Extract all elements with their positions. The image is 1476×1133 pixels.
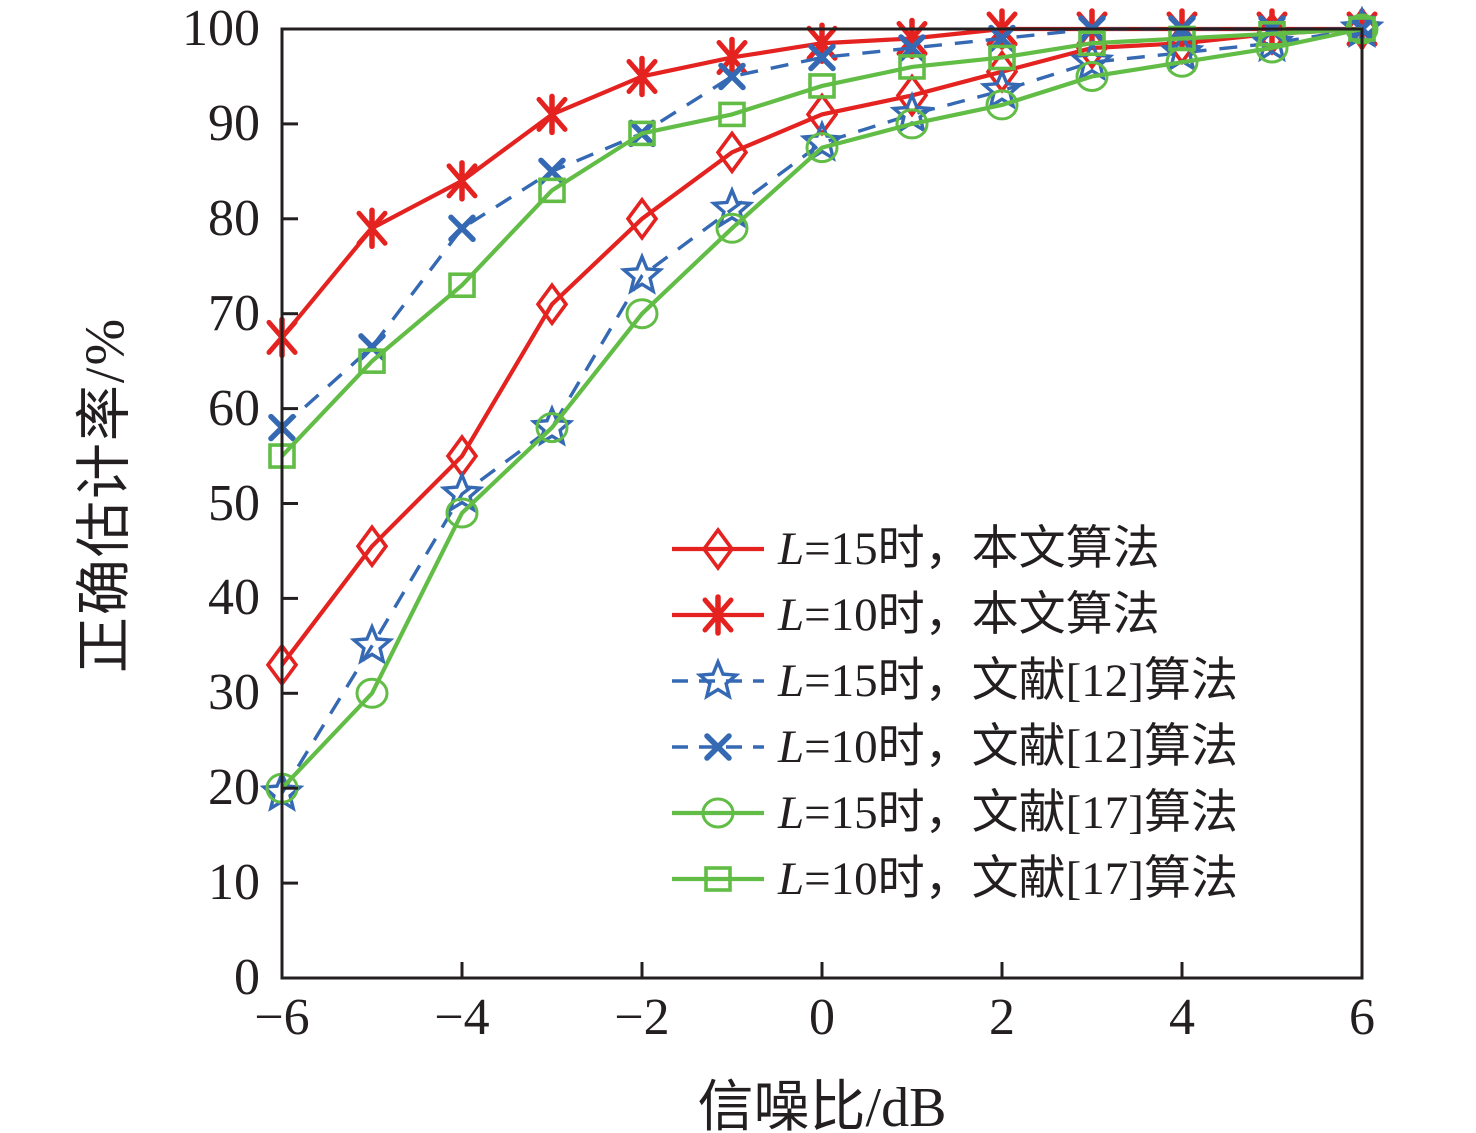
asterisk-marker bbox=[356, 210, 388, 246]
series-line-5 bbox=[280, 26, 1363, 458]
y-tick-label: 0 bbox=[234, 949, 260, 1006]
star-marker bbox=[709, 185, 755, 229]
y-tick-label: 30 bbox=[208, 664, 260, 722]
square-marker bbox=[628, 120, 656, 147]
series-line-3 bbox=[280, 27, 1362, 429]
diamond-marker bbox=[535, 282, 569, 327]
axes-box bbox=[280, 27, 1364, 980]
x-tick-label: 0 bbox=[809, 989, 835, 1046]
x-marker bbox=[358, 333, 386, 361]
legend-label: L=10时，文献[17]算法 bbox=[778, 852, 1238, 905]
y-tick-label: 10 bbox=[208, 854, 260, 912]
diamond-marker bbox=[625, 196, 659, 241]
y-tick-label: 20 bbox=[208, 759, 260, 817]
x-marker bbox=[808, 43, 836, 72]
square-marker bbox=[358, 348, 386, 374]
legend-marker-sample bbox=[672, 594, 764, 636]
legend-item-3: L=10时，文献[12]算法 bbox=[672, 714, 1238, 780]
circle-marker bbox=[1075, 60, 1109, 92]
diamond-marker bbox=[715, 130, 749, 175]
legend-label: L=15时，本文算法 bbox=[778, 522, 1160, 575]
series-4 bbox=[265, 13, 1379, 804]
legend-marker-sample bbox=[672, 657, 764, 701]
square-marker bbox=[1168, 25, 1196, 52]
y-tick-label: 100 bbox=[182, 0, 260, 57]
x-tick-label: −4 bbox=[434, 989, 490, 1046]
series-1 bbox=[266, 8, 1378, 359]
x-marker bbox=[718, 62, 746, 91]
circle-marker bbox=[805, 132, 839, 164]
diamond-marker bbox=[895, 73, 929, 118]
x-marker bbox=[704, 733, 732, 761]
series-line-4 bbox=[280, 26, 1363, 790]
asterisk-marker bbox=[806, 25, 838, 61]
x-marker bbox=[448, 214, 476, 243]
circle-marker bbox=[535, 412, 569, 444]
star-marker bbox=[979, 67, 1025, 110]
legend-item-5: L=10时，文献[17]算法 bbox=[672, 846, 1238, 912]
circle-marker bbox=[445, 497, 479, 529]
circle-marker bbox=[701, 797, 735, 829]
series-layer bbox=[259, 5, 1385, 812]
diamond-marker bbox=[355, 524, 389, 569]
legend-item-1: L=10时，本文算法 bbox=[672, 582, 1238, 648]
y-tick-label: 70 bbox=[208, 284, 260, 342]
circle-marker bbox=[625, 298, 659, 330]
circle-marker bbox=[985, 89, 1019, 121]
star-marker bbox=[349, 622, 395, 665]
square-marker bbox=[448, 272, 476, 299]
legend-label: L=15时，文献[12]算法 bbox=[778, 654, 1238, 707]
square-marker bbox=[704, 866, 732, 892]
legend: L=15时，本文算法 L=10时，本文算法 L=15时，文献[12]算法 L=10时，… bbox=[672, 516, 1238, 912]
square-marker bbox=[808, 73, 836, 99]
circle-marker bbox=[715, 212, 749, 244]
legend-label: L=10时，文献[12]算法 bbox=[778, 720, 1238, 773]
legend-item-0: L=15时，本文算法 bbox=[672, 516, 1238, 582]
asterisk-marker bbox=[626, 58, 658, 94]
x-tick-label: −6 bbox=[254, 989, 310, 1046]
square-marker bbox=[538, 177, 566, 204]
star-marker bbox=[799, 119, 845, 162]
x-axis-title: 信噪比/dB bbox=[697, 1077, 947, 1133]
diamond-marker bbox=[701, 526, 735, 572]
x-tick-label: 4 bbox=[1169, 989, 1195, 1046]
legend-label: L=10时，本文算法 bbox=[778, 588, 1160, 641]
y-axis-title: 正确估计率/% bbox=[74, 316, 137, 674]
y-tick-label: 90 bbox=[208, 94, 260, 152]
legend-marker-sample bbox=[672, 866, 764, 892]
y-tick-label: 40 bbox=[208, 569, 260, 627]
series-line-2 bbox=[280, 27, 1363, 794]
square-marker bbox=[1258, 20, 1286, 47]
legend-label: L=15时，文献[17]算法 bbox=[778, 786, 1238, 839]
series-3 bbox=[268, 15, 1376, 442]
square-marker bbox=[988, 44, 1016, 71]
x-tick-label: −2 bbox=[614, 989, 670, 1046]
x-tick-label: 2 bbox=[989, 989, 1015, 1046]
legend-marker-sample bbox=[672, 797, 764, 829]
square-marker bbox=[718, 101, 746, 128]
circle-marker bbox=[355, 677, 389, 709]
legend-item-4: L=15时，文献[17]算法 bbox=[672, 780, 1238, 846]
y-tick-label: 50 bbox=[208, 474, 260, 532]
legend-item-2: L=15时，文献[12]算法 bbox=[672, 648, 1238, 714]
circle-marker bbox=[895, 108, 929, 140]
legend-marker-sample bbox=[672, 733, 764, 761]
y-tick-label: 60 bbox=[208, 379, 260, 437]
star-marker bbox=[619, 252, 665, 295]
asterisk-marker bbox=[536, 96, 568, 132]
legend-marker-sample bbox=[672, 526, 764, 572]
x-tick-label: 6 bbox=[1349, 989, 1375, 1046]
asterisk-marker bbox=[702, 597, 734, 633]
asterisk-marker bbox=[446, 163, 478, 199]
square-marker bbox=[898, 54, 926, 80]
square-marker bbox=[1078, 30, 1106, 57]
star-marker bbox=[695, 657, 741, 701]
y-tick-label: 80 bbox=[208, 189, 260, 247]
star-marker bbox=[439, 470, 485, 514]
series-5 bbox=[268, 16, 1376, 469]
